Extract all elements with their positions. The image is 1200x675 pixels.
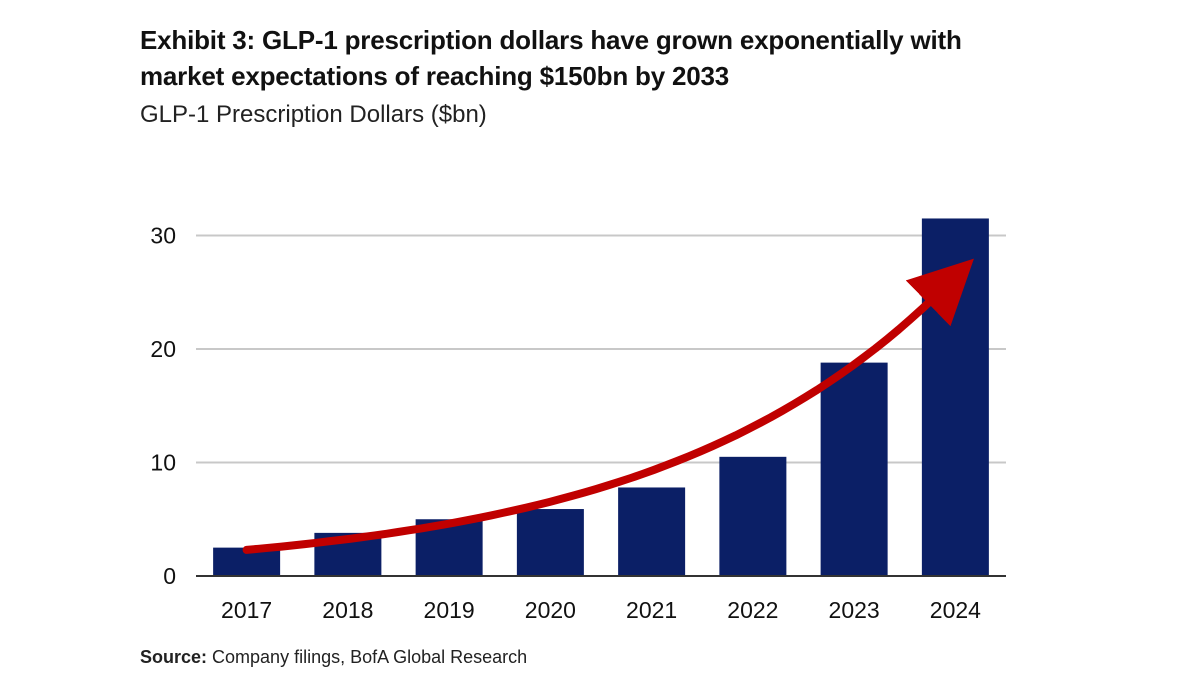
bar-2022 — [719, 456, 787, 576]
bar-2020 — [516, 509, 584, 576]
x-tick-label: 2023 — [829, 597, 880, 623]
chart-title: Exhibit 3: GLP-1 prescription dollars ha… — [140, 25, 962, 91]
bars — [213, 218, 989, 576]
y-tick-labels: 0 10 20 30 — [150, 223, 176, 590]
x-tick-label: 2021 — [626, 597, 677, 623]
y-tick-label: 20 — [150, 336, 176, 362]
y-tick-label: 30 — [150, 223, 176, 249]
source-note: Source: Company filings, BofA Global Res… — [140, 646, 527, 668]
trend-arrow — [242, 258, 974, 554]
x-tick-label: 2020 — [525, 597, 576, 623]
source-text: Company filings, BofA Global Research — [207, 647, 528, 667]
trend-arrow-layer — [242, 258, 974, 554]
x-tick-label: 2022 — [727, 597, 778, 623]
x-tick-label: 2018 — [322, 597, 373, 623]
y-tick-label: 10 — [150, 450, 176, 476]
x-tick-label: 2019 — [424, 597, 475, 623]
x-tick-label: 2017 — [221, 597, 272, 623]
bar-2024 — [921, 218, 989, 576]
chart-subtitle: GLP-1 Prescription Dollars ($bn) — [140, 101, 487, 128]
source-label: Source: — [140, 647, 208, 667]
y-tick-label: 0 — [163, 563, 176, 589]
x-tick-label: 2024 — [930, 597, 981, 623]
bar-2021 — [618, 487, 686, 576]
bar-2023 — [820, 362, 888, 576]
x-tick-labels: 2017 2018 2019 2020 2021 2022 2023 2024 — [221, 597, 981, 623]
